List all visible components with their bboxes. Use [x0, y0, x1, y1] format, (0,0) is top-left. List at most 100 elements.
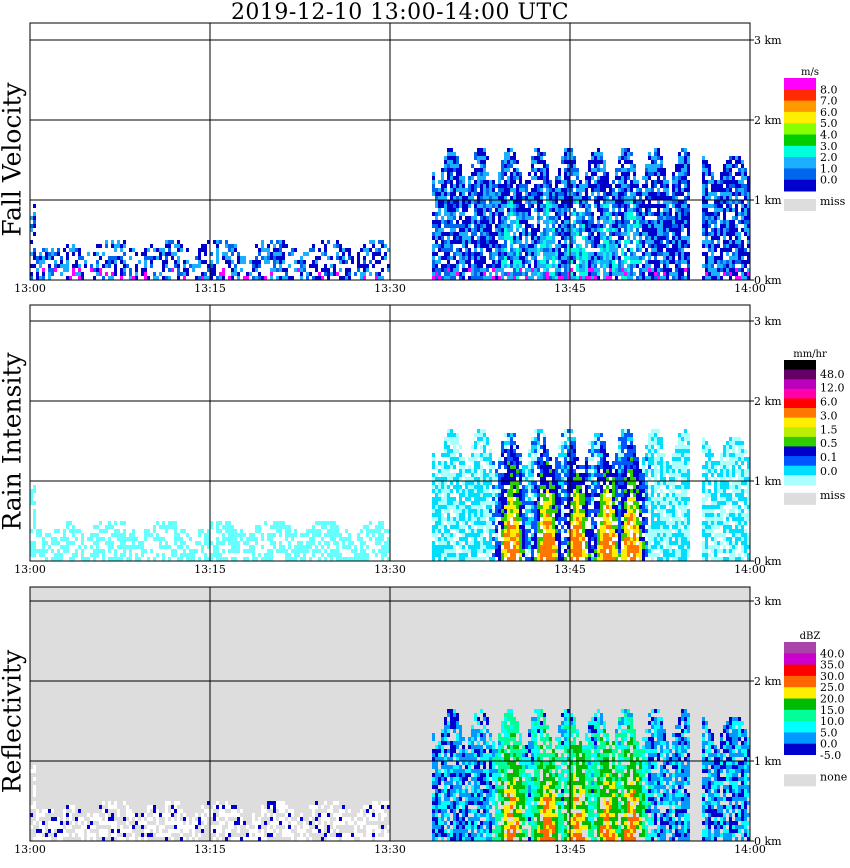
plot-frame [29, 586, 751, 842]
plot-frame [29, 304, 751, 562]
y-tick-label: 0 km [754, 555, 782, 568]
x-tick-label: 13:15 [194, 843, 226, 856]
grid-lines [30, 587, 750, 841]
colorbar-swatch [784, 123, 816, 135]
colorbar-label: 35.0 [820, 659, 845, 672]
colorbar-label: 3.0 [820, 140, 838, 153]
x-tick-label: 13:45 [554, 843, 586, 856]
colorbar-swatch [784, 111, 816, 124]
x-tick-label: 13:30 [374, 563, 406, 576]
colorbar-missing-label: none [820, 770, 847, 783]
panel-2: 0 km 1 km 2 km 3 km 13:00 13:15 13:30 13:45 14:0… [14, 304, 846, 576]
y-tick-label: 2 km [754, 675, 782, 688]
chart-title: 2019-12-10 13:00-14:00 UTC [230, 0, 570, 25]
x-tick-label: 13:00 [14, 282, 46, 295]
colorbar-unit: m/s [801, 67, 819, 78]
panel-1: 0 km 1 km 2 km 3 km 13:00 13:15 13:30 13:45 14:0… [14, 22, 846, 295]
colorbar-swatch [784, 456, 816, 467]
colorbar-swatch [784, 78, 816, 90]
colorbar-missing-swatch [784, 492, 816, 505]
colorbar-swatch [784, 369, 816, 380]
colorbar-swatch [784, 360, 816, 371]
x-tick-label: 13:15 [194, 563, 226, 576]
y-tick-label: 2 km [754, 114, 782, 127]
x-tick-label: 13:45 [554, 563, 586, 576]
colorbar-swatch [784, 475, 816, 486]
grid-lines [30, 23, 750, 280]
colorbar-swatch [784, 709, 816, 722]
x-tick-label: 13:00 [14, 563, 46, 576]
grid-lines [30, 305, 750, 561]
colorbar-label: 6.0 [820, 106, 838, 119]
colorbar-swatch [784, 408, 816, 419]
colorbar-missing-label: miss [820, 195, 846, 208]
colorbar-label: 48.0 [820, 368, 845, 381]
x-tick-label: 13:15 [194, 282, 226, 295]
colorbar-label: 12.0 [820, 382, 845, 395]
colorbar-label: 0.1 [820, 451, 838, 464]
colorbar-label: 0.0 [820, 465, 838, 478]
colorbar-swatch [784, 687, 816, 699]
x-tick-label: 14:00 [734, 843, 766, 856]
plot-frame [29, 22, 751, 281]
colorbar-label: 20.0 [820, 693, 845, 706]
colorbar-swatch [784, 743, 816, 756]
colorbar-label: 7.0 [820, 95, 838, 108]
x-tick-label: 14:00 [734, 282, 766, 295]
colorbar-missing-label: miss [820, 489, 846, 502]
y-tick-label: 1 km [754, 475, 782, 488]
colorbar-swatch [784, 89, 816, 102]
heatmap-cells [30, 148, 750, 280]
colorbar-label: 0.0 [820, 738, 838, 751]
colorbar-label: 2.0 [820, 151, 838, 164]
colorbar-label: 0.0 [820, 174, 838, 187]
colorbar-swatch [784, 755, 816, 767]
colorbar-swatch [784, 388, 816, 399]
colorbar-missing-swatch [784, 774, 816, 787]
y-tick-label: 3 km [754, 315, 782, 328]
colorbar-swatch [784, 653, 816, 666]
y-tick-label: 3 km [754, 595, 782, 608]
colorbar-unit: dBZ [800, 631, 821, 642]
colorbar-label: 30.0 [820, 670, 845, 683]
colorbar-swatch [784, 417, 816, 428]
colorbar-swatch [784, 698, 816, 711]
colorbar-label: 1.0 [820, 162, 838, 175]
colorbar-label: 0.5 [820, 437, 838, 450]
colorbar-swatch [784, 379, 816, 390]
y-tick-label: 0 km [754, 835, 782, 848]
colorbar-label: 15.0 [820, 704, 845, 717]
colorbar-label: 4.0 [820, 129, 838, 142]
colorbar-swatch [784, 642, 816, 654]
colorbar-label: 6.0 [820, 396, 838, 409]
x-tick-label: 13:45 [554, 282, 586, 295]
colorbar-label: 1.5 [820, 423, 838, 436]
colorbar-label: 5.0 [820, 117, 838, 130]
colorbar-swatch [784, 721, 816, 733]
colorbar-legend: m/s8.07.06.05.04.03.02.01.00.0 miss [784, 67, 846, 211]
colorbar-swatch [784, 436, 816, 447]
colorbar-swatch [784, 145, 816, 158]
colorbar-label: -5.0 [820, 749, 841, 762]
y-tick-label: 0 km [754, 274, 782, 287]
x-tick-label: 13:30 [374, 282, 406, 295]
colorbar-swatch [784, 675, 816, 688]
colorbar-swatch [784, 179, 816, 192]
colorbar-label: 8.0 [820, 83, 838, 96]
heatmap-cells [30, 429, 750, 561]
x-tick-label: 14:00 [734, 563, 766, 576]
colorbar-label: 3.0 [820, 409, 838, 422]
colorbar-legend: dBZ 40.035.030.025.020.015.010.05.00.0-5.… [784, 631, 847, 787]
colorbar-swatch [784, 732, 816, 745]
y-tick-label: 1 km [754, 194, 782, 207]
colorbar-missing-swatch [784, 199, 816, 211]
colorbar-swatch [784, 134, 816, 147]
y-tick-label: 2 km [754, 395, 782, 408]
y-tick-label: 1 km [754, 755, 782, 768]
heatmap-cells [30, 709, 750, 841]
colorbar-swatch [784, 168, 816, 181]
colorbar-swatch [784, 465, 816, 476]
colorbar-swatch [784, 398, 816, 409]
colorbar-label: 40.0 [820, 647, 845, 660]
